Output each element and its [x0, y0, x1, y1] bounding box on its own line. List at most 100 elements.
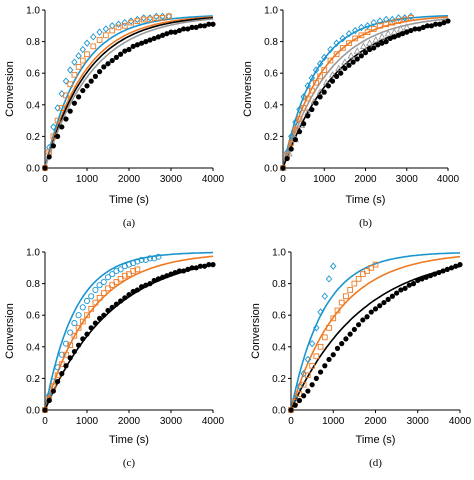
data-point-series-3	[313, 100, 319, 106]
data-point-series-3	[445, 18, 451, 24]
data-point-series-0	[134, 15, 141, 24]
data-point-series-2	[444, 266, 450, 272]
data-point-series-3	[391, 34, 397, 40]
data-point-series-0	[317, 308, 324, 316]
data-point-series-3	[321, 89, 327, 95]
data-point-series-2	[330, 352, 336, 358]
data-point-series-0	[153, 12, 160, 21]
data-point-series-0	[117, 266, 124, 273]
data-point-series-2	[410, 281, 417, 287]
data-point-series-2	[97, 315, 103, 321]
x-tick-label: 1000	[76, 416, 99, 427]
data-point-series-2	[118, 51, 124, 57]
data-point-series-2	[92, 73, 98, 79]
data-point-series-0	[142, 256, 149, 263]
data-point-series-1	[121, 22, 128, 29]
data-point-series-2	[377, 303, 383, 309]
data-point-series-1	[364, 29, 371, 35]
data-point-series-1	[115, 24, 122, 31]
data-point-series-1	[130, 268, 137, 274]
data-point-series-1	[313, 353, 320, 360]
data-point-series-1	[408, 15, 414, 21]
data-point-series-1	[352, 35, 359, 42]
data-point-series-2	[92, 320, 98, 326]
data-point-series-3	[395, 32, 402, 38]
data-point-series-3	[301, 121, 307, 127]
data-point-series-3	[288, 146, 294, 152]
data-point-series-2	[147, 37, 153, 43]
data-point-series-3	[317, 94, 323, 100]
data-point-series-3	[284, 155, 290, 162]
data-point-series-3	[325, 83, 331, 89]
data-point-series-0	[67, 329, 74, 336]
data-point-series-0	[151, 255, 158, 262]
data-point-series-3	[428, 23, 435, 29]
panel-caption: (d)	[369, 457, 382, 469]
data-point-series-2	[206, 262, 212, 268]
data-point-series-2	[151, 35, 157, 42]
data-point-series-3	[342, 65, 348, 72]
data-point-series-2	[113, 54, 119, 61]
y-tick-label: 0.8	[272, 279, 286, 290]
data-point-series-3	[354, 56, 360, 62]
data-point-series-2	[185, 266, 191, 272]
data-point-series-0	[316, 60, 324, 68]
data-point-series-2	[109, 57, 115, 64]
data-point-series-2	[118, 298, 124, 304]
y-tick-label: 0.4	[272, 342, 286, 353]
data-point-series-2	[63, 363, 69, 369]
data-point-series-2	[390, 28, 398, 35]
data-point-series-2	[113, 301, 119, 307]
data-point-series-3	[379, 40, 385, 46]
data-point-series-1	[313, 79, 319, 86]
data-point-series-0	[109, 22, 116, 30]
data-point-series-2	[176, 268, 182, 274]
data-point-series-1	[317, 73, 323, 80]
data-point-series-0	[127, 17, 135, 25]
data-point-series-0	[155, 253, 162, 260]
y-axis-label: Conversion	[242, 61, 254, 117]
data-point-series-2	[427, 273, 434, 279]
data-point-series-0	[358, 23, 365, 32]
data-point-series-0	[333, 39, 340, 47]
data-point-series-2	[168, 271, 174, 277]
data-point-series-2	[341, 58, 349, 65]
data-point-series-2	[71, 348, 77, 355]
data-point-series-1	[63, 92, 69, 99]
data-point-series-0	[121, 263, 128, 270]
data-point-series-2	[193, 24, 199, 30]
data-point-series-1	[389, 19, 396, 26]
y-tick-label: 0.0	[26, 406, 40, 417]
data-point-series-2	[436, 269, 442, 276]
data-point-series-0	[292, 395, 299, 403]
data-point-series-0	[313, 324, 320, 332]
data-point-series-1	[296, 116, 303, 122]
data-point-series-0	[325, 275, 333, 283]
data-point-series-2	[206, 21, 212, 27]
data-point-series-2	[343, 336, 349, 342]
model-curve	[44, 263, 214, 411]
data-point-series-0	[71, 58, 78, 66]
data-point-series-0	[104, 274, 112, 281]
data-point-series-0	[125, 261, 133, 268]
data-point-series-3	[416, 26, 422, 32]
data-point-series-1	[355, 276, 362, 282]
data-point-series-2	[155, 276, 161, 282]
data-point-series-1	[126, 271, 132, 277]
data-point-series-0	[288, 132, 295, 141]
data-point-series-0	[138, 256, 145, 263]
x-tick-label: 4000	[437, 174, 460, 185]
data-point-series-1	[300, 105, 307, 111]
data-point-series-2	[185, 26, 191, 32]
data-point-series-1	[159, 15, 166, 21]
x-tick-label: 4000	[202, 416, 225, 427]
data-point-series-3	[412, 26, 418, 32]
x-tick-label: 3000	[160, 174, 183, 185]
data-point-series-2	[457, 262, 463, 268]
x-tick-label: 3000	[160, 416, 183, 427]
data-point-series-1	[75, 64, 82, 70]
y-tick-label: 1.0	[26, 6, 40, 17]
data-point-series-0	[321, 292, 328, 300]
data-point-series-2	[406, 282, 412, 288]
data-point-series-1	[346, 40, 352, 47]
